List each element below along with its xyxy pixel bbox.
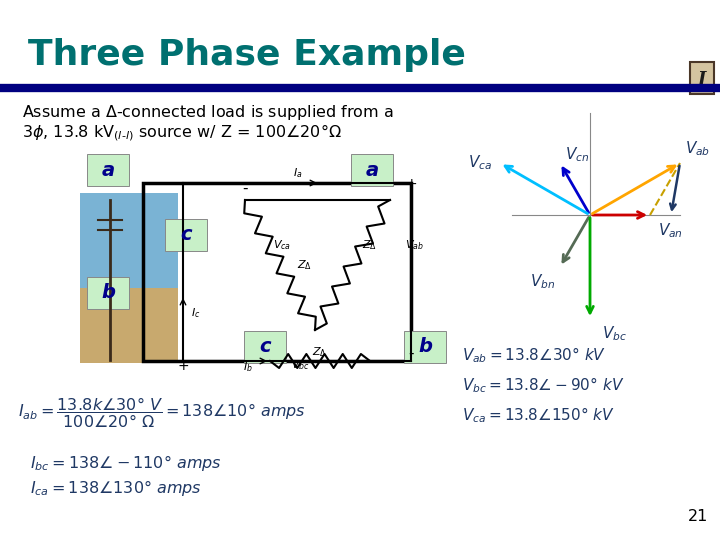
Text: Assume a $\Delta$-connected load is supplied from a: Assume a $\Delta$-connected load is supp… — [22, 103, 394, 122]
Text: +: + — [405, 177, 417, 191]
Text: $Z_\Delta$: $Z_\Delta$ — [362, 238, 377, 252]
FancyBboxPatch shape — [690, 62, 714, 94]
Text: $V_{bc}$: $V_{bc}$ — [291, 358, 310, 372]
Text: I: I — [698, 71, 706, 89]
Bar — [143, 183, 411, 361]
Text: +: + — [177, 359, 189, 373]
Text: $Z_\Delta$: $Z_\Delta$ — [312, 345, 328, 359]
FancyBboxPatch shape — [165, 219, 207, 251]
Text: $V_{ab} = 13.8\angle 30°\ kV$: $V_{ab} = 13.8\angle 30°\ kV$ — [462, 345, 606, 364]
Text: $V_{ca} = 13.8\angle 150°\ kV$: $V_{ca} = 13.8\angle 150°\ kV$ — [462, 405, 615, 424]
Text: a: a — [366, 160, 379, 179]
FancyBboxPatch shape — [351, 154, 393, 186]
Text: $I_{ab} = \dfrac{13.8k\angle 30°\ V}{100\angle 20°\ \Omega} = 138\angle 10°\ amp: $I_{ab} = \dfrac{13.8k\angle 30°\ V}{100… — [18, 395, 306, 430]
Text: $I_b$: $I_b$ — [243, 360, 253, 374]
Text: $V_{ca}$: $V_{ca}$ — [273, 238, 291, 252]
FancyBboxPatch shape — [87, 154, 129, 186]
Text: $V_{ab}$: $V_{ab}$ — [405, 238, 424, 252]
Text: a: a — [102, 160, 114, 179]
Text: $I_c$: $I_c$ — [191, 306, 200, 320]
Text: $V_{bc} = 13.8\angle -90°\ kV$: $V_{bc} = 13.8\angle -90°\ kV$ — [462, 375, 624, 395]
Text: $V_{an}$: $V_{an}$ — [658, 221, 683, 240]
Text: -: - — [242, 181, 248, 196]
FancyBboxPatch shape — [244, 331, 286, 363]
Text: 3$\phi$, 13.8 kV$_{(l\text{-}l)}$ source w/ Z = 100$\angle$20°$\Omega$: 3$\phi$, 13.8 kV$_{(l\text{-}l)}$ source… — [22, 122, 342, 143]
Text: -: - — [408, 346, 414, 361]
Text: 21: 21 — [688, 509, 708, 524]
FancyBboxPatch shape — [87, 277, 129, 309]
FancyBboxPatch shape — [404, 331, 446, 363]
Text: $I_{bc} = 138\angle -110°\ amps$: $I_{bc} = 138\angle -110°\ amps$ — [30, 453, 222, 473]
Text: $V_{ab}$: $V_{ab}$ — [685, 139, 710, 158]
Text: b: b — [101, 284, 115, 302]
Text: $Z_\Delta$: $Z_\Delta$ — [297, 258, 312, 272]
Text: Three Phase Example: Three Phase Example — [28, 38, 466, 72]
Text: $I_a$: $I_a$ — [293, 166, 302, 180]
Bar — [80, 193, 178, 288]
Text: c: c — [180, 226, 192, 245]
Text: $V_{ca}$: $V_{ca}$ — [468, 154, 492, 172]
Text: $V_{bn}$: $V_{bn}$ — [530, 272, 555, 291]
Bar — [80, 288, 178, 363]
Text: $V_{cn}$: $V_{cn}$ — [565, 146, 589, 164]
Text: $V_{bc}$: $V_{bc}$ — [602, 324, 627, 342]
Text: b: b — [418, 338, 432, 356]
Text: $I_{ca} = 138\angle 130°\ amps$: $I_{ca} = 138\angle 130°\ amps$ — [30, 478, 202, 498]
Text: c: c — [259, 338, 271, 356]
